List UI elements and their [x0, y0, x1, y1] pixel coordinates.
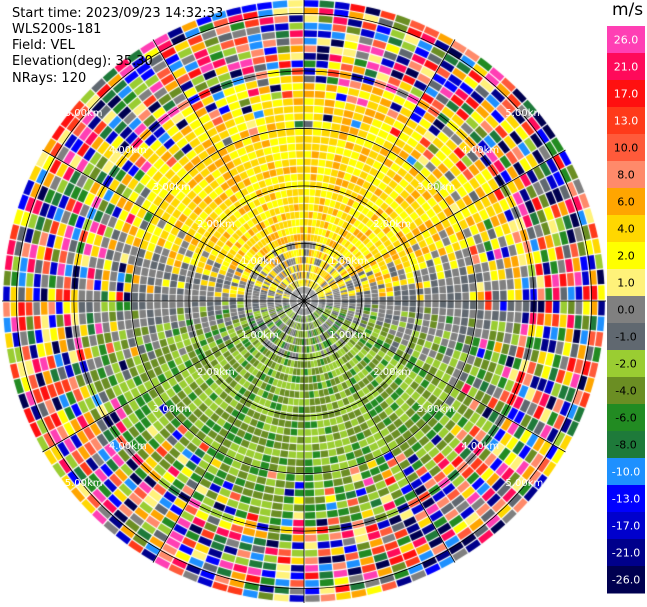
- field-label: Field: VEL: [12, 38, 75, 53]
- range-ring-label: 5.00km: [505, 478, 543, 489]
- colorbar-tick-label: -13.0: [612, 493, 640, 506]
- colorbar-tick-label: -30.0: [612, 601, 640, 607]
- range-ring-label: 2.00km: [373, 219, 411, 230]
- colorbar-tick-label: 4.0: [617, 223, 635, 236]
- colorbar-swatch: [607, 107, 645, 135]
- colorbar-swatch: [607, 161, 645, 189]
- colorbar-tick-label: 0.0: [617, 304, 635, 317]
- colorbar-swatch: [607, 296, 645, 324]
- azimuth-spoke: [152, 39, 305, 302]
- colorbar-swatch: [607, 26, 645, 54]
- range-ring-label: 2.00km: [197, 367, 235, 378]
- range-ring-label: 1.00km: [241, 330, 279, 341]
- azimuth-spoke: [152, 300, 305, 563]
- colorbar-swatch: [607, 53, 645, 81]
- range-ring-label: 5.00km: [65, 478, 103, 489]
- range-ring-label: 4.00km: [461, 441, 499, 452]
- azimuth-spoke: [303, 300, 566, 453]
- start-time-label: Start time: 2023/09/23 14:32:33: [12, 6, 224, 21]
- colorbar-swatch: [607, 485, 645, 513]
- colorbar-tick-label: -8.0: [615, 439, 636, 452]
- colorbar-tick-label: 13.0: [614, 115, 639, 128]
- range-ring-label: 4.00km: [461, 145, 499, 156]
- colorbar-tick-label: -10.0: [612, 466, 640, 479]
- colorbar-tick-label: 26.0: [614, 34, 639, 47]
- range-ring-label: 1.00km: [329, 330, 367, 341]
- colorbar-tick-label: 10.0: [614, 142, 639, 155]
- range-ring-label: 1.00km: [329, 256, 367, 267]
- colorbar-tick-label: 2.0: [617, 250, 635, 263]
- azimuth-spoke: [42, 300, 305, 453]
- range-ring-label: 3.00km: [153, 182, 191, 193]
- colorbar-swatch: [607, 539, 645, 567]
- colorbar-swatch: [607, 269, 645, 297]
- range-ring-label: 5.00km: [65, 108, 103, 119]
- range-ring-label: 5.00km: [505, 108, 543, 119]
- colorbar-swatch: [607, 215, 645, 243]
- colorbar-tick-label: -17.0: [612, 520, 640, 533]
- range-ring-label: 4.00km: [109, 441, 147, 452]
- range-ring-label: 3.00km: [417, 182, 455, 193]
- range-ring-label: 1.00km: [241, 256, 279, 267]
- colorbar-swatch: [607, 134, 645, 162]
- colorbar-unit-label: m/s: [612, 0, 644, 20]
- colorbar-tick-label: -26.0: [612, 574, 640, 587]
- colorbar-tick-label: 21.0: [614, 61, 639, 74]
- instrument-label: WLS200s-181: [12, 22, 102, 37]
- colorbar-swatch: [607, 323, 645, 351]
- colorbar-tick-label: 17.0: [614, 88, 639, 101]
- colorbar-swatch: [607, 566, 645, 594]
- nrays-label: NRays: 120: [12, 71, 87, 86]
- range-ring-label: 4.00km: [109, 145, 147, 156]
- colorbar-swatch: [607, 404, 645, 432]
- colorbar-tick-label: 6.0: [617, 196, 635, 209]
- range-ring-label: 3.00km: [417, 404, 455, 415]
- colorbar-tick-label: -21.0: [612, 547, 640, 560]
- azimuth-spoke: [303, 149, 566, 302]
- range-ring-label: 2.00km: [197, 219, 235, 230]
- azimuth-spoke: [303, 39, 456, 302]
- colorbar-tick-label: -2.0: [615, 358, 636, 371]
- colorbar-swatch: [607, 188, 645, 216]
- colorbar-tick-label: -4.0: [615, 385, 636, 398]
- range-ring-label: 3.00km: [153, 404, 191, 415]
- colorbar-swatch: [607, 512, 645, 540]
- colorbar-swatch: [607, 80, 645, 108]
- azimuth-spoke: [42, 149, 305, 302]
- colorbar-swatch: [607, 350, 645, 378]
- azimuth-spoke: [303, 300, 456, 563]
- colorbar-swatch: [607, 458, 645, 486]
- colorbar-tick-label: -6.0: [615, 412, 636, 425]
- range-ring-label: 2.00km: [373, 367, 411, 378]
- colorbar-tick-label: 1.0: [617, 277, 635, 290]
- colorbar-swatch: [607, 431, 645, 459]
- colorbar-swatch: [607, 377, 645, 405]
- colorbar-swatch: [607, 242, 645, 270]
- colorbar-tick-label: 8.0: [617, 169, 635, 182]
- colorbar-tick-label: -1.0: [615, 331, 636, 344]
- elevation-label: Elevation(deg): 35.30: [12, 54, 153, 69]
